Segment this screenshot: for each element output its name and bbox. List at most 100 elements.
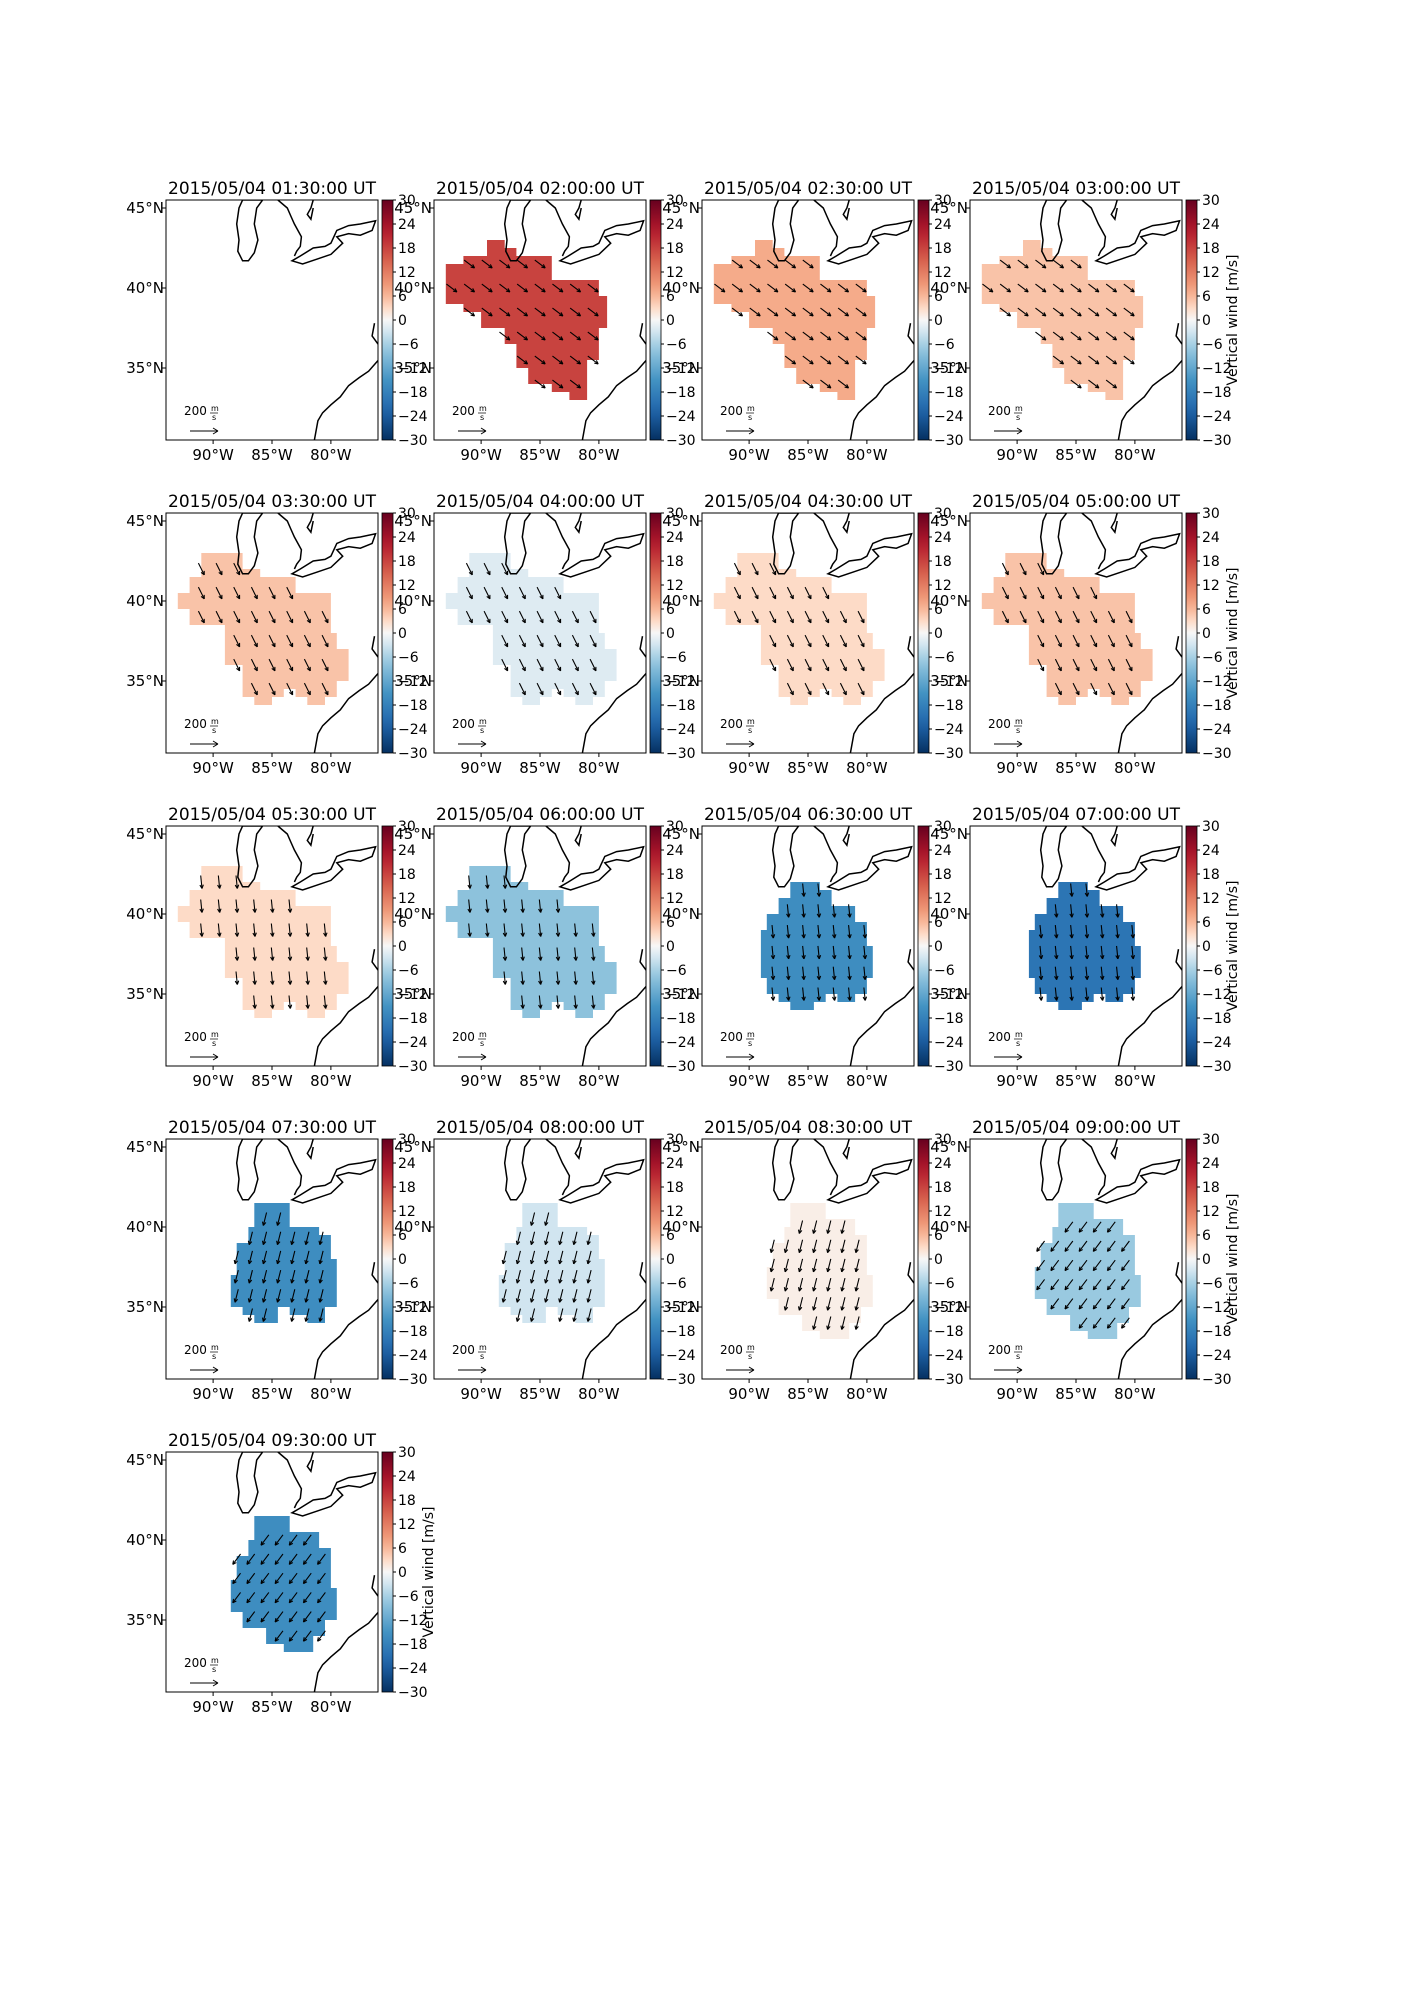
wind-arrow	[217, 899, 221, 913]
lat-tick-label: 35°N	[126, 985, 164, 1003]
colorbar-tick-label: 18	[666, 867, 684, 883]
wind-arrow-head	[825, 666, 830, 672]
wind-arrow-head	[738, 264, 744, 269]
colorbar-tick-label: −12	[398, 674, 428, 690]
wind-arrow	[501, 658, 509, 672]
wind-arrow-head	[826, 1267, 831, 1273]
wind-arrow	[827, 1316, 832, 1330]
wind-arrow-head	[290, 1317, 295, 1322]
colorbar-tick-label: 6	[934, 1228, 943, 1244]
wind-arrow-head	[1092, 1247, 1098, 1252]
wind-arrow	[262, 1231, 268, 1245]
wind-arrow	[784, 331, 796, 341]
lat-tick-label: 40°N	[930, 1218, 968, 1236]
colorbar-tick-label: 12	[666, 1204, 684, 1220]
wind-arrow	[589, 610, 597, 624]
wind-arrow-head	[236, 666, 241, 672]
panel-title: 2015/05/04 08:00:00 UT	[436, 1118, 645, 1138]
wind-arrow-head	[1092, 1285, 1098, 1291]
colorbar-tick-label: 6	[398, 915, 407, 931]
lake-outline	[826, 532, 913, 578]
wind-arrow-head	[801, 934, 806, 939]
wind-arrow	[250, 682, 258, 696]
colorbar-tick-label: 18	[934, 241, 952, 257]
colorbar-tick-label: −30	[934, 746, 964, 762]
wind-arrow-head	[1093, 666, 1098, 672]
wind-arrow-head	[541, 384, 546, 389]
wind-arrow-head	[862, 975, 868, 980]
wind-arrow	[1039, 945, 1042, 959]
wind-arrow-head	[247, 1259, 253, 1265]
wind-arrow-head	[276, 1298, 281, 1303]
wind-arrow	[246, 1572, 256, 1584]
wind-arrow	[483, 562, 491, 576]
wind-arrow	[1050, 1279, 1060, 1291]
wind-arrow	[262, 1289, 268, 1303]
wind-arrow	[804, 610, 812, 624]
wind-arrow-head	[539, 594, 544, 600]
wind-arrow	[485, 923, 489, 937]
wind-arrow-head	[826, 1306, 831, 1311]
colorbar-tick-label: 30	[1202, 506, 1220, 522]
wind-arrow-head	[786, 996, 791, 1001]
wind-arrow	[536, 682, 544, 696]
wind-arrow-head	[234, 980, 240, 985]
quiver-key-unit-den: s	[480, 726, 484, 735]
wind-arrow-head	[586, 1240, 591, 1246]
wind-arrow	[573, 1289, 578, 1303]
colorbar-tick-label: −30	[398, 1059, 428, 1075]
wind-arrow	[1121, 1317, 1130, 1329]
wind-arrow-head	[1112, 336, 1118, 341]
colorbar-tick-label: 18	[1202, 1180, 1220, 1196]
wind-arrow-head	[840, 1306, 845, 1311]
quiver-key-unit-den: s	[1016, 1039, 1020, 1048]
lat-tick-label: 45°N	[930, 1138, 968, 1156]
wind-arrow	[235, 875, 238, 889]
wind-arrow	[1106, 1317, 1116, 1329]
wind-arrow	[554, 610, 562, 624]
lat-tick-label: 40°N	[394, 592, 432, 610]
quiver-key: 200 ms	[452, 404, 487, 435]
wind-arrow-head	[289, 690, 294, 696]
wind-arrow-head	[844, 288, 850, 293]
wind-arrow	[1070, 355, 1082, 365]
wind-arrow	[483, 610, 491, 624]
wind-arrow	[465, 610, 473, 624]
quiver-key: 200 ms	[184, 1343, 219, 1374]
wind-arrow	[468, 923, 471, 937]
wind-arrow-head	[812, 1229, 817, 1234]
wind-arrow-head	[791, 312, 797, 317]
wind-arrow	[260, 1611, 270, 1623]
wind-arrow-head	[505, 312, 511, 317]
wind-arrow-head	[236, 570, 241, 576]
wind-arrow	[1064, 1221, 1074, 1233]
wind-arrow	[812, 1297, 818, 1311]
wind-arrow-head	[860, 690, 865, 696]
quiver-key-unit-num: m	[747, 404, 755, 413]
coastline	[574, 513, 582, 534]
wind-arrow	[1039, 987, 1042, 1001]
colorbar-tick-label: −6	[398, 650, 419, 666]
wind-field	[713, 553, 885, 705]
wind-arrow	[246, 1553, 256, 1565]
wind-arrow-head	[520, 908, 525, 913]
wind-arrow	[863, 987, 866, 1001]
wind-arrow	[1070, 883, 1073, 897]
wind-arrow-head	[1084, 975, 1090, 980]
lake-outline	[1039, 513, 1068, 575]
colorbar-tick-label: −18	[934, 1324, 964, 1340]
wind-arrow-head	[1078, 1304, 1083, 1310]
wind-arrow-head	[807, 642, 812, 648]
colorbar-tick-label: 24	[398, 217, 416, 233]
wind-arrow-head	[1093, 594, 1098, 600]
wind-arrow-head	[1059, 312, 1065, 317]
wind-arrow-head	[317, 1617, 322, 1623]
wind-arrow-head	[1064, 1247, 1069, 1252]
wind-arrow	[250, 610, 258, 624]
colorbar-tick-label: 18	[1202, 241, 1220, 257]
wind-arrow-head	[862, 996, 868, 1001]
colorbar-tick-label: 12	[934, 891, 952, 907]
wind-arrow-head	[1069, 913, 1074, 918]
quiver-key: 200 ms	[452, 717, 487, 748]
wind-arrow-head	[842, 642, 847, 648]
